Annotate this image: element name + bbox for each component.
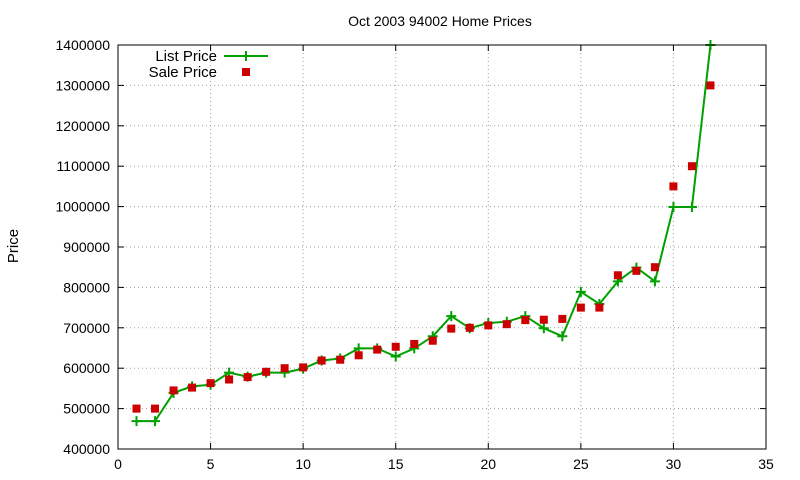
sale-price-point <box>465 323 474 332</box>
list-price-point <box>538 323 549 334</box>
sale-price-point <box>206 379 215 388</box>
y-tick-label: 700000 <box>63 320 110 336</box>
y-tick-label: 1400000 <box>55 37 110 53</box>
x-tick-label: 0 <box>114 456 122 472</box>
sale-price-point <box>632 266 641 275</box>
list-price-point <box>150 416 161 427</box>
sale-price-point <box>558 314 567 323</box>
y-tick-label: 400000 <box>63 441 110 457</box>
sale-price-point <box>447 324 456 333</box>
y-tick-label: 1300000 <box>55 77 110 93</box>
sale-price-point <box>299 363 308 372</box>
legend-label-sale-price: Sale Price <box>149 64 217 81</box>
y-axis-label: Price <box>5 229 22 263</box>
sale-price-point <box>484 321 493 330</box>
sale-price-point <box>391 342 400 351</box>
list-price-point <box>557 331 568 342</box>
sale-price-point <box>336 355 345 364</box>
sale-price-point <box>521 316 530 325</box>
sale-price-point <box>280 364 289 373</box>
axis-ticks: 0 5 10 15 20 25 30 35 400000 500000 600000 700000 80… <box>55 37 774 472</box>
y-tick-label: 500000 <box>63 401 110 417</box>
list-price-point <box>668 202 679 213</box>
x-tick-label: 30 <box>666 456 682 472</box>
sale-price-point <box>188 383 197 392</box>
grid-lines <box>118 45 766 449</box>
list-price-point <box>649 276 660 287</box>
y-tick-label: 600000 <box>63 360 110 376</box>
sale-price-point <box>225 375 234 384</box>
legend-label-list-price: List Price <box>155 48 217 65</box>
sale-price-point <box>373 345 382 354</box>
x-tick-label: 10 <box>295 456 311 472</box>
list-price-point <box>575 286 586 297</box>
x-tick-label: 35 <box>758 456 774 472</box>
y-tick-label: 1000000 <box>55 199 110 215</box>
list-price-point <box>686 202 697 213</box>
sale-price-point <box>354 351 363 360</box>
sale-price-point <box>613 271 622 280</box>
sale-price-point <box>576 303 585 312</box>
sale-price-point <box>650 263 659 272</box>
sale-price-point <box>151 404 160 413</box>
plot-frame <box>117 44 767 450</box>
y-tick-label: 1100000 <box>57 158 111 174</box>
x-tick-label: 20 <box>480 456 496 472</box>
sale-price-point <box>687 162 696 171</box>
data-series <box>131 40 716 427</box>
sale-price-point <box>539 315 548 324</box>
legend-marker-list-price <box>241 51 251 61</box>
sale-price-point <box>595 303 604 312</box>
list-price-point <box>446 311 457 322</box>
y-tick-label: 800000 <box>63 279 110 295</box>
sale-price-point <box>262 367 271 376</box>
list-price-point <box>390 351 401 362</box>
sale-price-point <box>243 373 252 382</box>
x-tick-label: 15 <box>388 456 404 472</box>
sale-price-point <box>169 386 178 395</box>
y-tick-label: 1200000 <box>55 118 110 134</box>
chart-title: Oct 2003 94002 Home Prices <box>348 13 532 29</box>
sale-price-point <box>132 404 141 413</box>
sale-price-point <box>410 339 419 348</box>
sale-price-point <box>706 81 715 90</box>
sale-price-point <box>317 356 326 365</box>
x-tick-label: 5 <box>207 456 215 472</box>
legend-swatch-sale-price <box>242 68 250 76</box>
list-price-point <box>131 416 142 427</box>
x-tick-label: 25 <box>573 456 589 472</box>
y-tick-label: 900000 <box>63 239 110 255</box>
list-price-line <box>136 44 712 423</box>
sale-price-point <box>669 182 678 191</box>
sale-price-point <box>502 320 511 329</box>
sale-price-point <box>428 336 437 345</box>
